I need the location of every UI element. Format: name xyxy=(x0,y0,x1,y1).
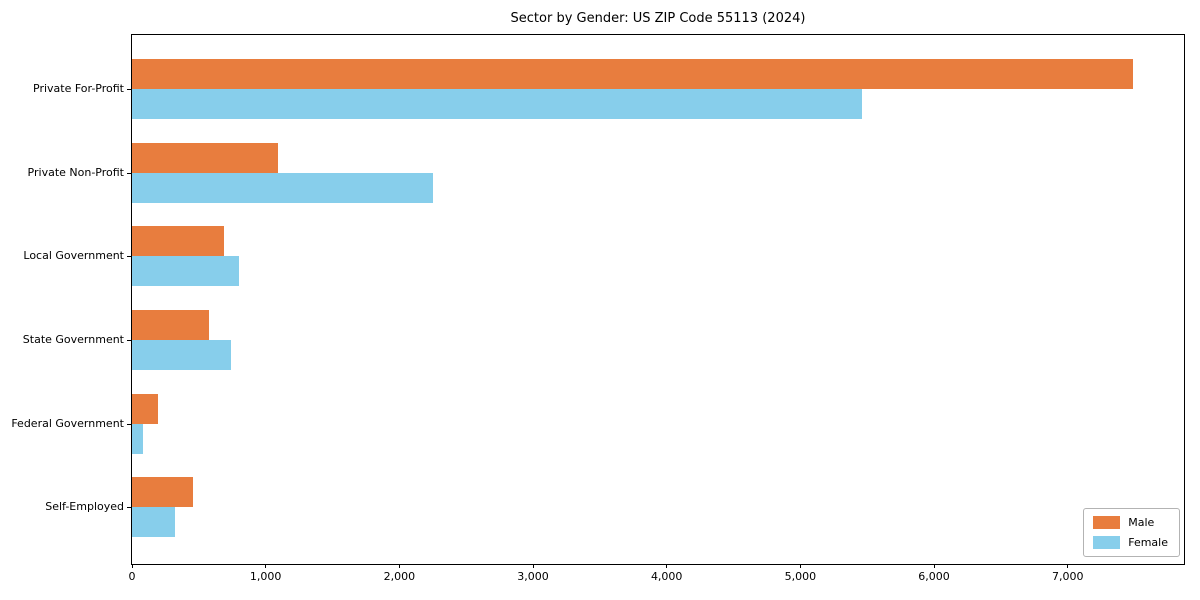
y-axis-tick xyxy=(127,339,131,341)
bar-male-local-government xyxy=(132,226,225,257)
legend-swatch-female xyxy=(1093,536,1121,549)
x-axis-tick xyxy=(265,564,267,568)
y-axis-tick xyxy=(127,256,131,258)
legend-item-male: Male xyxy=(1093,516,1168,529)
legend-swatch-male xyxy=(1093,516,1121,529)
plot-area: Private For-Profit Private Non-Profit Loca… xyxy=(11,34,1185,583)
x-axis-tick xyxy=(933,564,935,568)
chart-title: Sector by Gender: US ZIP Code 55113 (202… xyxy=(510,11,806,26)
legend-item-female: Female xyxy=(1093,536,1168,549)
x-tick-label: 1,000 xyxy=(249,570,282,583)
x-tick-label: 5,000 xyxy=(784,570,817,583)
x-axis-tick xyxy=(398,564,400,568)
bar-female-local-government xyxy=(132,256,239,287)
bar-female-private-for-profit xyxy=(132,88,862,119)
bar-male-state-government xyxy=(132,309,209,340)
y-tick-label: Self-Employed xyxy=(45,500,124,514)
x-axis-tick xyxy=(799,564,801,568)
x-tick-label: 6,000 xyxy=(918,570,950,583)
x-tick-label: 3,000 xyxy=(517,570,549,583)
x-tick-label: 7,000 xyxy=(1051,570,1084,583)
y-tick-label: Private For-Profit xyxy=(33,81,124,95)
x-axis-tick xyxy=(1067,564,1069,568)
bar-male-federal-government xyxy=(132,393,159,424)
y-tick-label: Federal Government xyxy=(11,416,124,430)
x-tick-label: 4,000 xyxy=(650,570,683,583)
y-axis-tick xyxy=(127,423,131,425)
x-tick-label: 0 xyxy=(128,570,136,583)
x-tick-label: 2,000 xyxy=(383,570,416,583)
bar-male-self-employed xyxy=(132,477,193,508)
y-tick-label: Private Non-Profit xyxy=(27,165,124,179)
y-tick-label: Local Government xyxy=(23,249,124,263)
legend-label: Female xyxy=(1128,536,1168,549)
legend: Male Female xyxy=(1083,508,1180,557)
y-tick-label: State Government xyxy=(22,332,124,346)
bar-male-private-non-profit xyxy=(132,142,278,173)
legend-label: Male xyxy=(1128,516,1155,529)
y-axis-tick xyxy=(127,88,131,90)
y-axis-tick xyxy=(127,172,131,174)
x-axis-tick xyxy=(131,564,133,568)
bar-male-private-for-profit xyxy=(132,58,1134,89)
bar-female-federal-government xyxy=(132,423,144,454)
x-axis-tick xyxy=(666,564,668,568)
bar-female-private-non-profit xyxy=(132,172,433,203)
bar-female-state-government xyxy=(132,339,231,370)
bar-female-self-employed xyxy=(132,507,175,538)
x-axis-tick xyxy=(532,564,534,568)
y-axis-tick xyxy=(127,507,131,509)
